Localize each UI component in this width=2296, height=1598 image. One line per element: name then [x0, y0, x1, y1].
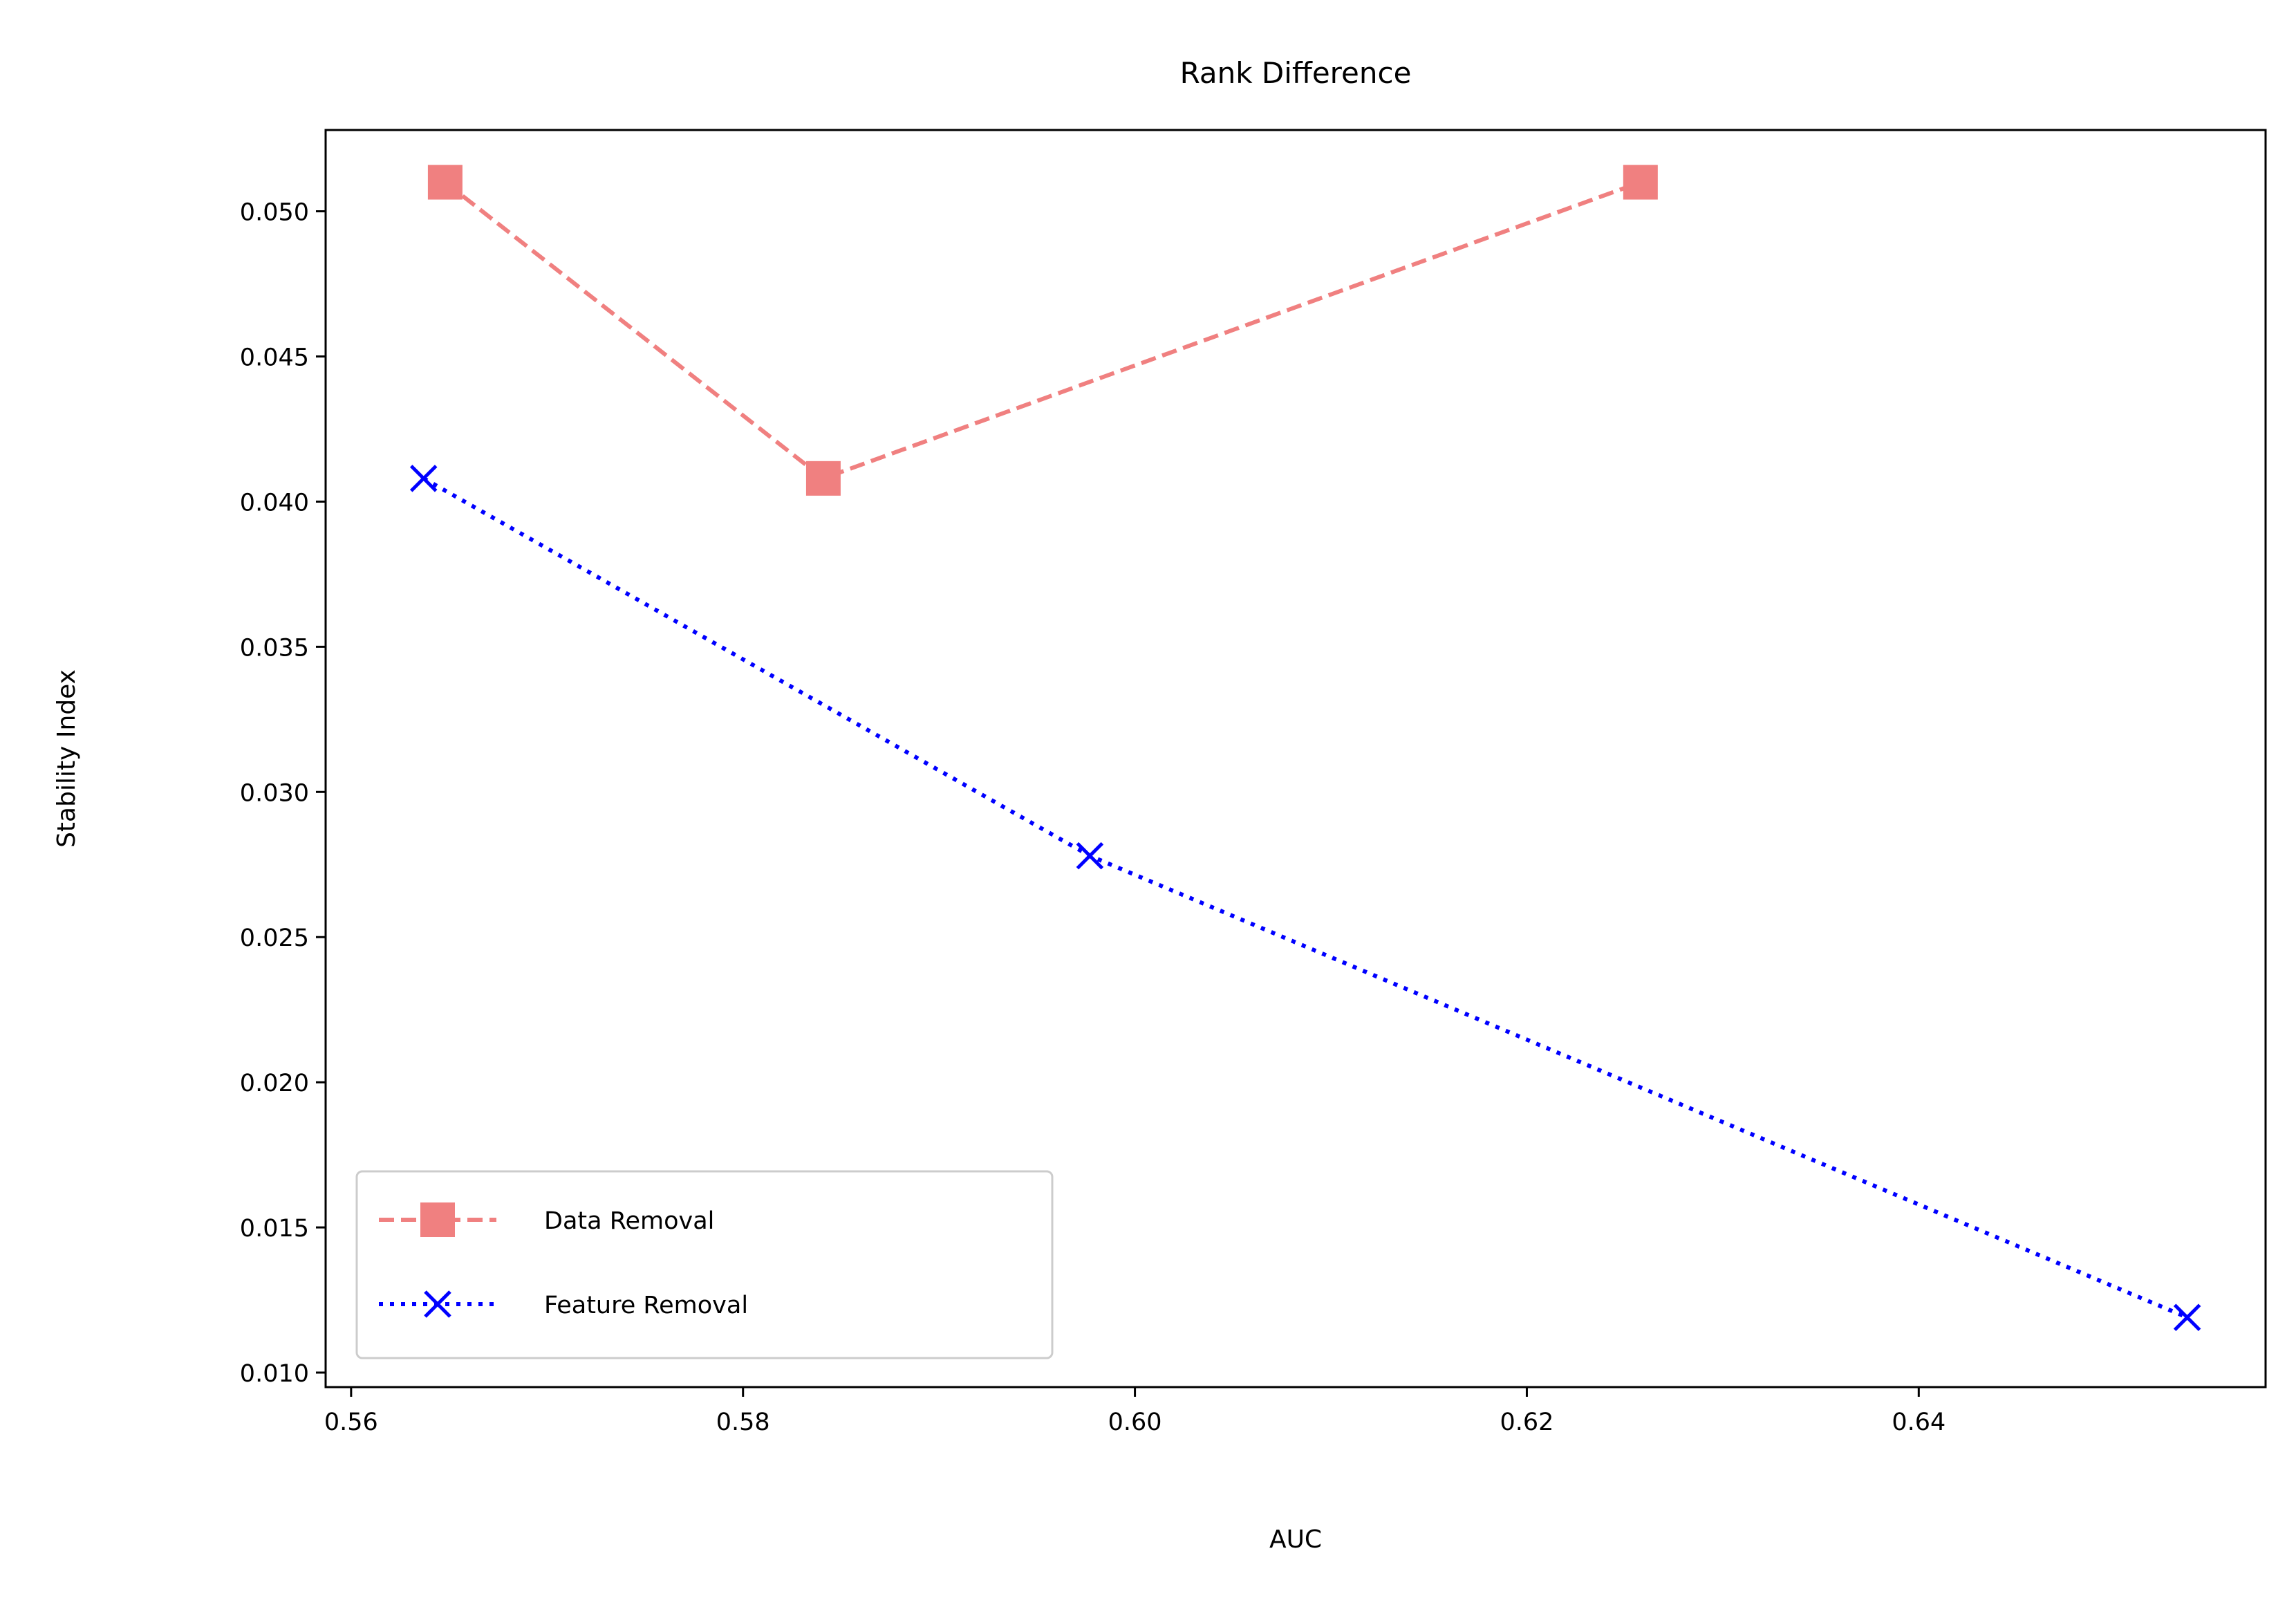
legend-label-feature-removal: Feature Removal	[544, 1292, 748, 1319]
y-axis: 0.010 0.015 0.020 0.025 0.030 0.035 0.040 0.045…	[240, 199, 326, 1388]
y-tick-label: 0.030	[240, 779, 309, 807]
data-point-feature-removal	[1076, 842, 1104, 870]
y-tick-label: 0.025	[240, 925, 309, 952]
axes-frame	[324, 129, 2267, 1388]
y-tick-label: 0.035	[240, 634, 309, 662]
legend-marker-data-removal	[420, 1202, 455, 1237]
legend-frame	[355, 1170, 1054, 1359]
y-tick-label: 0.050	[240, 199, 309, 227]
y-axis-label: Stability Index	[53, 669, 81, 848]
legend-entry-feature-removal: Feature Removal	[379, 1290, 748, 1319]
y-tick-label: 0.040	[240, 489, 309, 517]
x-axis: 0.56 0.58 0.60 0.62 0.64	[324, 1387, 1945, 1436]
legend-label-data-removal: Data Removal	[544, 1207, 714, 1235]
x-tick-label: 0.56	[324, 1409, 378, 1436]
legend: Data Removal Feature Removal	[355, 1170, 1054, 1359]
x-axis-label: AUC	[1269, 1525, 1322, 1554]
y-tick-label: 0.010	[240, 1360, 309, 1388]
data-point-data-removal	[1623, 165, 1658, 200]
y-tick-label: 0.015	[240, 1215, 309, 1243]
y-tick-label: 0.020	[240, 1070, 309, 1097]
chart-title: Rank Difference	[1180, 56, 1412, 90]
data-point-data-removal	[805, 461, 841, 496]
x-tick-label: 0.64	[1892, 1409, 1945, 1436]
data-point-feature-removal	[409, 465, 438, 492]
legend-marker-feature-removal	[424, 1290, 451, 1318]
plot-area	[409, 165, 2201, 1331]
data-point-data-removal	[427, 165, 463, 200]
x-tick-label: 0.60	[1108, 1409, 1162, 1436]
series-line-data-removal	[444, 180, 1641, 481]
data-point-feature-removal	[2173, 1303, 2201, 1331]
legend-entry-data-removal: Data Removal	[379, 1202, 714, 1237]
x-tick-label: 0.58	[716, 1409, 770, 1436]
x-tick-label: 0.62	[1500, 1409, 1553, 1436]
y-tick-label: 0.045	[240, 344, 309, 371]
